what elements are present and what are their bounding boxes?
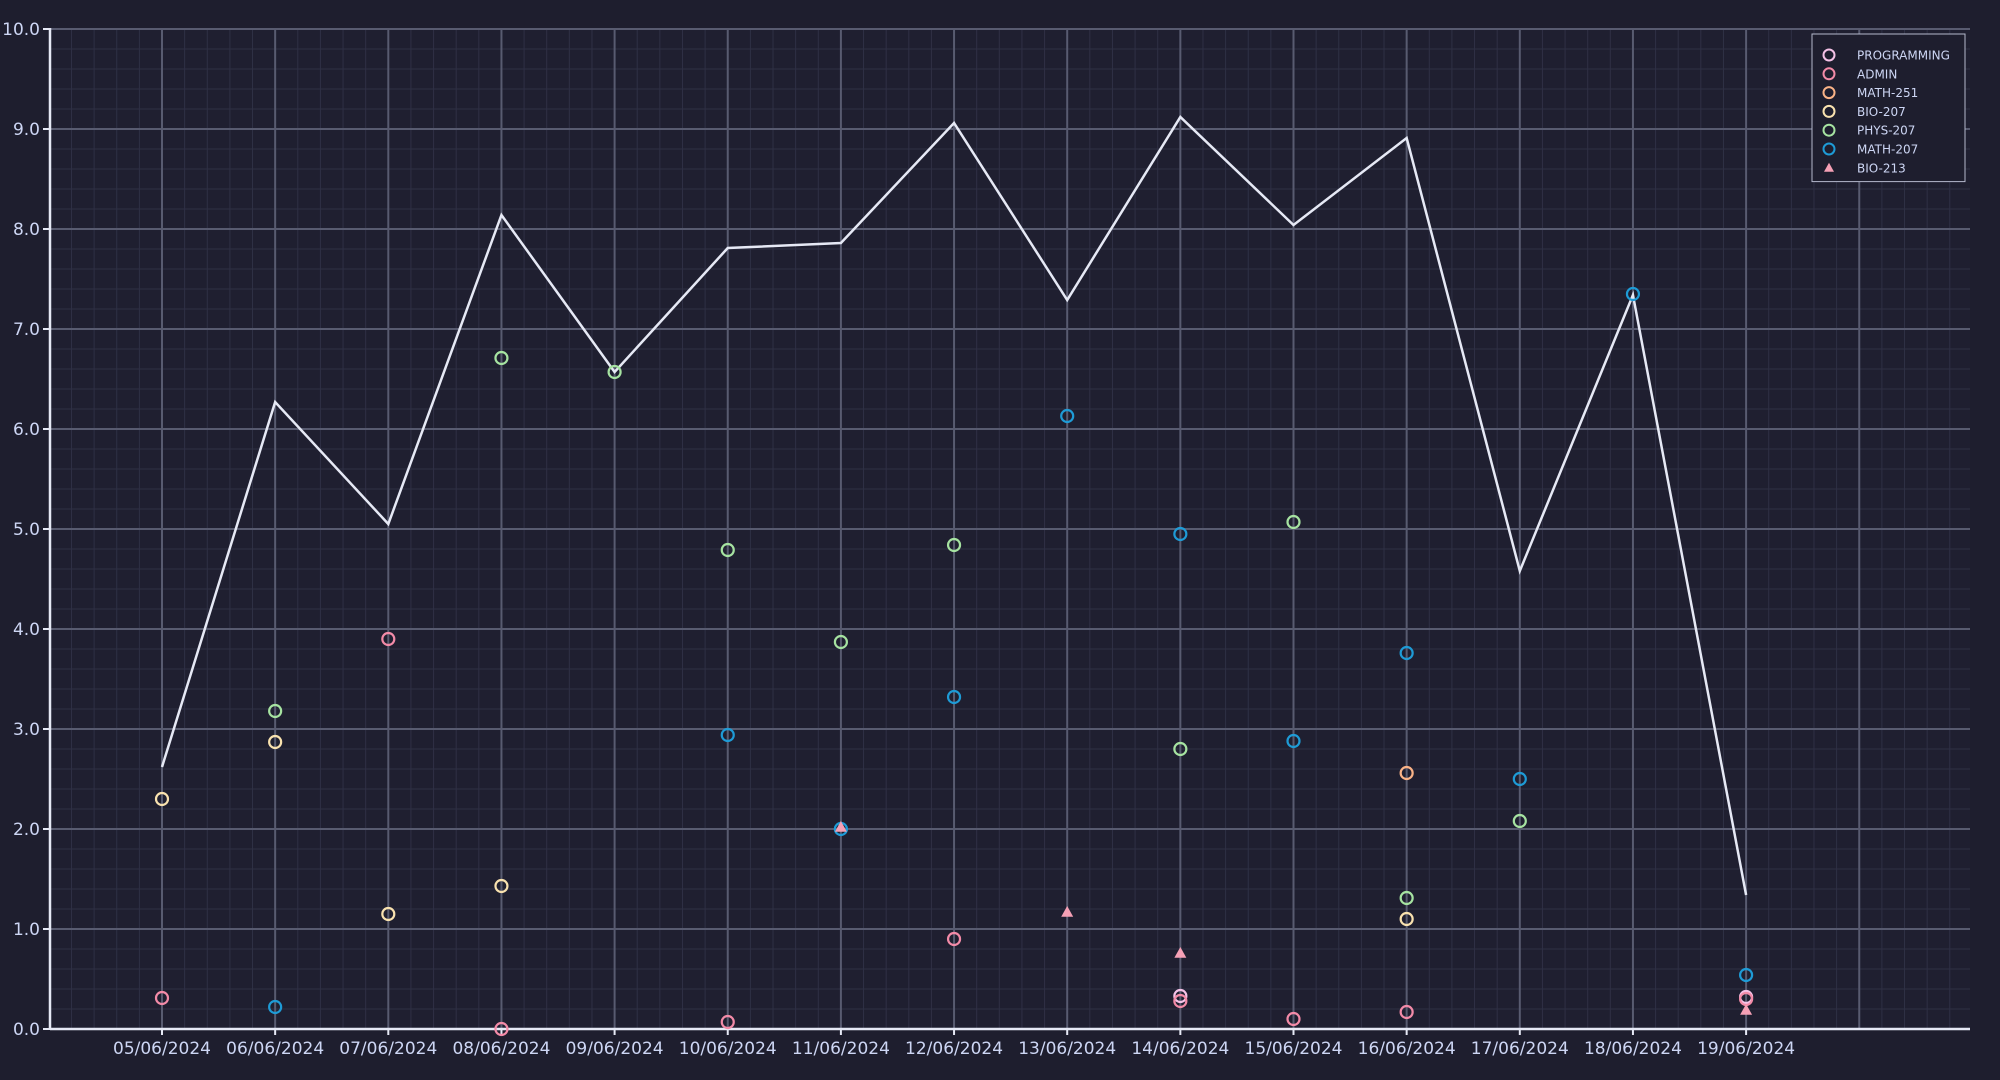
- x-tick-label: 13/06/2024: [1018, 1039, 1116, 1059]
- x-tick-label: 14/06/2024: [1131, 1039, 1229, 1059]
- legend-label: MATH-251: [1857, 86, 1918, 100]
- legend-marker: [1822, 104, 1836, 118]
- x-tick-label: 09/06/2024: [566, 1039, 664, 1059]
- data-point: [494, 878, 509, 894]
- total-line: [160, 115, 1748, 896]
- data-point: [1173, 526, 1188, 542]
- legend-label: ADMIN: [1857, 67, 1897, 81]
- data-point: [720, 1014, 735, 1030]
- y-tick-label: 4.0: [13, 620, 40, 640]
- series-phys-207: [268, 350, 1527, 906]
- x-tick-label: 10/06/2024: [679, 1039, 777, 1059]
- data-point: [1286, 1011, 1301, 1027]
- data-point: [1512, 771, 1527, 787]
- y-tick-label: 8.0: [13, 220, 40, 240]
- data-point: [1286, 733, 1301, 749]
- x-tick-label: 07/06/2024: [339, 1039, 437, 1059]
- data-point: [1174, 947, 1187, 958]
- data-point: [1286, 514, 1301, 530]
- legend: PROGRAMMING ADMIN MATH-251 BIO-207 PHYS-207 M…: [1811, 33, 1966, 183]
- data-point: [154, 990, 170, 1006]
- legend-label: PROGRAMMING: [1857, 49, 1950, 63]
- x-tick-label: 11/06/2024: [792, 1039, 890, 1059]
- x-tick-label: 18/06/2024: [1584, 1039, 1682, 1059]
- x-axis-ticks: 05/06/2024 06/06/2024 07/06/2024 08/06/2024…: [113, 1029, 1795, 1059]
- series-bio-207: [154, 734, 1414, 927]
- data-point: [1512, 813, 1527, 829]
- data-point: [381, 631, 396, 647]
- x-tick-label: 16/06/2024: [1358, 1039, 1456, 1059]
- data-point: [494, 1021, 509, 1037]
- data-point: [1740, 1004, 1753, 1015]
- y-tick-label: 3.0: [13, 720, 40, 740]
- legend-box: [1811, 33, 1966, 183]
- legend-marker: [1822, 123, 1836, 137]
- x-tick-label: 15/06/2024: [1245, 1039, 1343, 1059]
- y-tick-label: 0.0: [13, 1020, 40, 1040]
- y-tick-label: 5.0: [13, 520, 40, 540]
- data-point: [494, 350, 509, 366]
- data-point: [1399, 911, 1414, 927]
- legend-label: BIO-207: [1857, 105, 1906, 119]
- y-tick-label: 1.0: [13, 920, 40, 940]
- x-tick-label: 06/06/2024: [226, 1039, 324, 1059]
- legend-marker: [1822, 67, 1836, 81]
- data-point: [268, 703, 283, 719]
- x-tick-label: 19/06/2024: [1697, 1039, 1795, 1059]
- data-point: [946, 689, 962, 705]
- y-axis-ticks: 0.0 1.0 2.0 3.0 4.0 5.0 6.0 7.0 8.0 9.0 10.0: [2, 20, 50, 1040]
- data-point: [1060, 408, 1075, 424]
- data-point: [946, 537, 962, 553]
- y-tick-label: 10.0: [2, 20, 40, 40]
- x-tick-label: 12/06/2024: [905, 1039, 1003, 1059]
- x-tick-label: 17/06/2024: [1471, 1039, 1569, 1059]
- data-point: [268, 734, 283, 750]
- data-point: [1738, 967, 1754, 983]
- data-point: [1399, 890, 1414, 906]
- series-admin: [154, 631, 1754, 1037]
- data-point: [1061, 906, 1074, 917]
- data-point: [833, 634, 849, 650]
- x-tick-label: 05/06/2024: [113, 1039, 211, 1059]
- data-point: [1625, 286, 1641, 302]
- legend-marker: [1822, 86, 1836, 100]
- data-point: [1173, 741, 1188, 757]
- legend-marker: [1824, 162, 1834, 172]
- y-tick-label: 6.0: [13, 420, 40, 440]
- legend-marker: [1822, 142, 1836, 156]
- data-point: [1399, 645, 1414, 661]
- y-tick-label: 7.0: [13, 320, 40, 340]
- data-point: [1399, 1004, 1414, 1020]
- data-point: [381, 906, 396, 922]
- series-bio-213: [834, 821, 1753, 1015]
- data-point: [834, 821, 847, 832]
- y-tick-label: 2.0: [13, 820, 40, 840]
- x-tick-label: 08/06/2024: [452, 1039, 550, 1059]
- series-math-251: [1399, 765, 1414, 781]
- legend-marker: [1822, 48, 1836, 62]
- data-point: [720, 727, 735, 743]
- data-point: [946, 931, 962, 947]
- legend-label: BIO-213: [1857, 161, 1906, 175]
- data-point: [1173, 993, 1188, 1009]
- y-tick-label: 9.0: [13, 120, 40, 140]
- data-points: [154, 286, 1754, 1037]
- legend-label: MATH-207: [1857, 143, 1918, 157]
- data-point: [1173, 988, 1188, 1004]
- data-point: [268, 999, 283, 1015]
- total-line-path: [160, 115, 1748, 896]
- legend-label: PHYS-207: [1857, 124, 1915, 138]
- data-point: [1399, 765, 1414, 781]
- data-point: [720, 542, 735, 558]
- data-point: [154, 791, 170, 807]
- data-point: [607, 364, 622, 380]
